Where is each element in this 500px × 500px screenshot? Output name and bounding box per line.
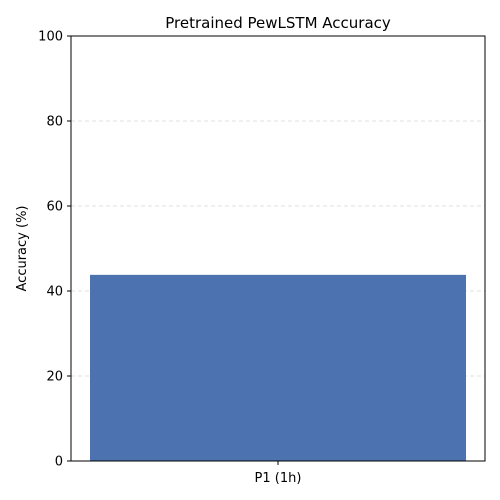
x-axis-ticks: P1 (1h) bbox=[255, 461, 302, 486]
y-tick-label: 0 bbox=[55, 455, 63, 470]
y-tick-label: 40 bbox=[46, 285, 63, 300]
y-tick-label: 80 bbox=[46, 115, 63, 130]
y-tick-label: 60 bbox=[46, 200, 63, 215]
y-axis-label: Accuracy (%) bbox=[15, 206, 30, 292]
bars bbox=[90, 274, 466, 461]
bar bbox=[90, 274, 466, 461]
x-tick-label: P1 (1h) bbox=[255, 471, 302, 486]
chart-title: Pretrained PewLSTM Accuracy bbox=[165, 14, 391, 32]
y-tick-label: 20 bbox=[46, 370, 63, 385]
y-axis-ticks: 0 20 40 60 80 100 bbox=[38, 30, 71, 470]
y-tick-label: 100 bbox=[38, 30, 63, 45]
